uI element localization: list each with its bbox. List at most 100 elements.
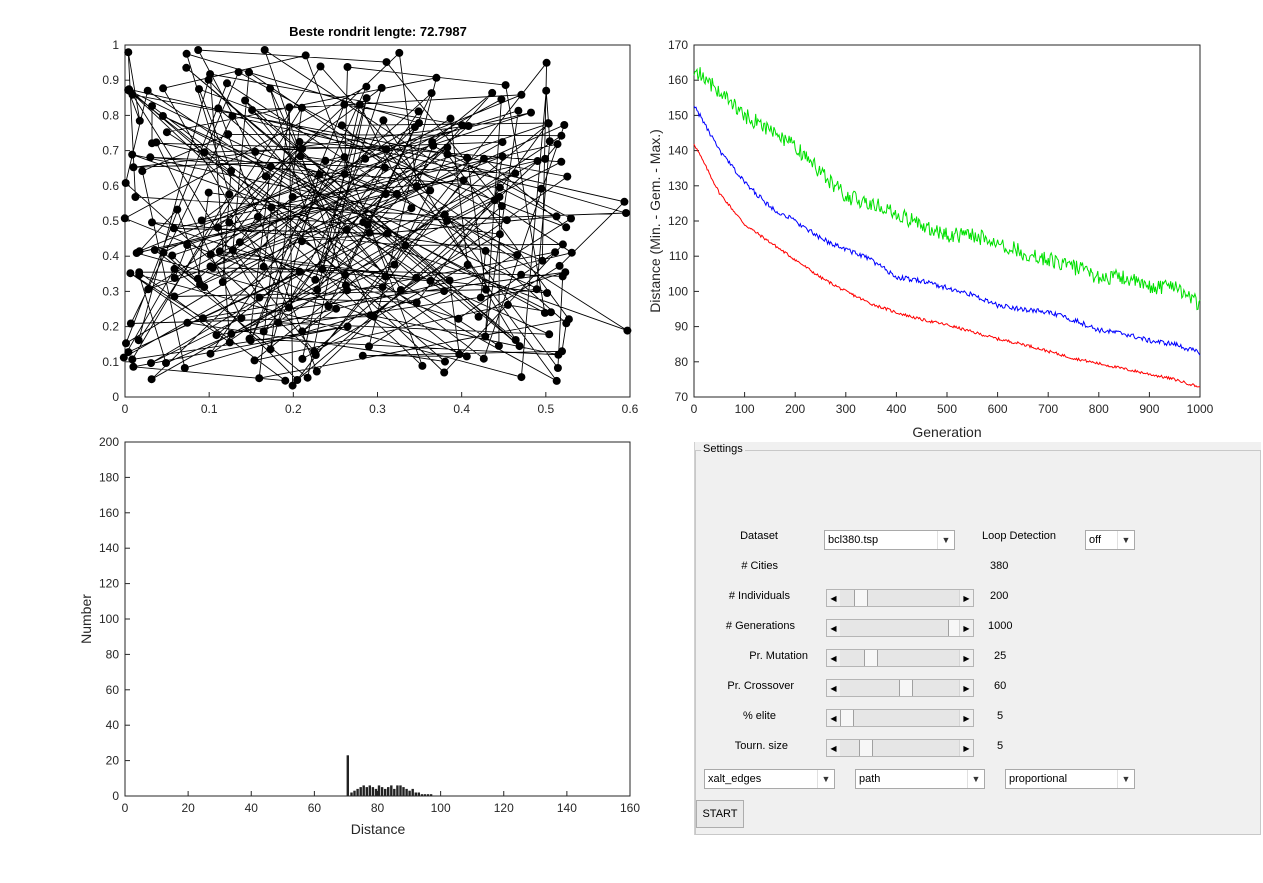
city-point [443,216,451,225]
slider-right-arrow-icon[interactable]: ▶ [959,650,973,666]
city-point [557,131,566,140]
individuals-slider[interactable]: ◀ ▶ [826,589,974,607]
city-point [410,123,419,132]
slider-thumb[interactable] [864,650,878,666]
city-point [298,144,307,153]
city-point [365,342,373,351]
slider-thumb[interactable] [859,740,873,756]
generations-slider[interactable]: ◀ ▶ [826,619,974,637]
distance-x-tick-label: 1000 [1187,402,1214,416]
slider-thumb[interactable] [899,680,913,696]
slider-track[interactable] [840,620,962,636]
distance-y-tick-label: 90 [675,320,689,334]
city-point [553,364,562,372]
histogram-bar [362,785,365,796]
elite-slider[interactable]: ◀ ▶ [826,709,974,727]
city-point [561,268,570,277]
city-point [551,248,560,257]
slider-track[interactable] [840,650,960,666]
histogram-bar [420,794,424,796]
histogram-x-tick-label: 100 [431,801,451,815]
slider-left-arrow-icon[interactable]: ◀ [827,740,841,756]
histogram-x-ticks: 0 20 40 60 80 100 120 140 160 [122,791,640,815]
slider-right-arrow-icon[interactable]: ▶ [959,710,973,726]
distance-x-tick-label: 700 [1038,402,1058,416]
tourn-size-slider[interactable]: ◀ ▶ [826,739,974,757]
distance-chart-xlabel: Generation [912,424,981,440]
crossover-operator-dropdown[interactable]: xalt_edges ▼ [704,769,835,789]
city-point [446,114,455,123]
city-point [495,192,504,201]
slider-right-arrow-icon[interactable]: ▶ [959,740,973,756]
city-point [138,167,147,176]
start-button[interactable]: START [696,800,744,828]
city-point [542,86,551,95]
city-point [131,193,140,201]
city-point [295,267,304,276]
slider-right-arrow-icon[interactable]: ▶ [959,590,973,606]
city-point [458,121,467,130]
city-point [196,280,204,289]
slider-right-arrow-icon[interactable]: ▶ [959,620,973,636]
histogram-bar [408,790,411,796]
city-point [513,251,522,259]
city-point [363,220,372,229]
city-point [135,271,144,279]
city-point [392,189,401,198]
histogram-ylabel: Number [78,594,94,644]
histogram-bar [414,792,417,796]
histogram-bar [371,787,375,796]
slider-track[interactable] [840,710,960,726]
mutation-slider[interactable]: ◀ ▶ [826,649,974,667]
selection-dropdown[interactable]: proportional ▼ [1005,769,1135,789]
min-distance-line [693,144,1201,388]
city-point [274,318,283,327]
city-point [124,48,133,57]
histogram-x-tick-label: 40 [245,801,259,815]
city-point [281,376,290,385]
city-point [432,73,441,82]
slider-track[interactable] [840,740,960,756]
mean-distance-line [693,106,1201,356]
slider-left-arrow-icon[interactable]: ◀ [827,590,841,606]
representation-dropdown[interactable]: path ▼ [855,769,985,789]
selection-value: proportional [1009,773,1068,785]
city-point [206,70,215,79]
individuals-label: # Individuals [728,590,790,602]
slider-track[interactable] [840,680,960,696]
distance-x-tick-label: 300 [836,402,856,416]
crossover-label: Pr. Crossover [727,680,794,692]
city-point [527,108,535,117]
slider-track[interactable] [840,590,960,606]
city-point [454,314,463,323]
route-y-tick-label: 0.4 [102,249,119,263]
dataset-dropdown[interactable]: bcl380.tsp ▼ [824,530,955,550]
route-plot-y-ticks: 0 0.1 0.2 0.3 0.4 0.5 0.6 0.7 0.8 0.9 1 [102,38,130,404]
histogram-bar [346,755,349,796]
city-point [162,359,170,367]
city-point [567,248,576,257]
slider-right-arrow-icon[interactable]: ▶ [959,680,973,696]
slider-thumb[interactable] [854,590,868,606]
histogram-x-tick-label: 0 [122,801,129,815]
histogram-bar [390,785,393,796]
distance-x-tick-label: 0 [691,402,698,416]
city-point [379,116,388,125]
slider-left-arrow-icon[interactable]: ◀ [827,680,841,696]
slider-left-arrow-icon[interactable]: ◀ [827,650,841,666]
histogram-y-tick-label: 140 [99,541,119,555]
city-point [495,230,504,239]
slider-left-arrow-icon[interactable]: ◀ [827,710,841,726]
dataset-label: Dataset [740,530,778,542]
city-point [555,261,564,270]
city-point [315,170,324,179]
city-point [227,167,236,175]
crossover-slider[interactable]: ◀ ▶ [826,679,974,697]
route-x-tick-label: 0.1 [201,402,218,416]
loop-detection-dropdown[interactable]: off ▼ [1085,530,1135,550]
slider-left-arrow-icon[interactable]: ◀ [827,620,841,636]
slider-thumb[interactable] [840,710,854,726]
city-point [494,341,503,350]
distance-chart-series [693,67,1201,388]
route-y-tick-label: 0.9 [102,73,119,87]
